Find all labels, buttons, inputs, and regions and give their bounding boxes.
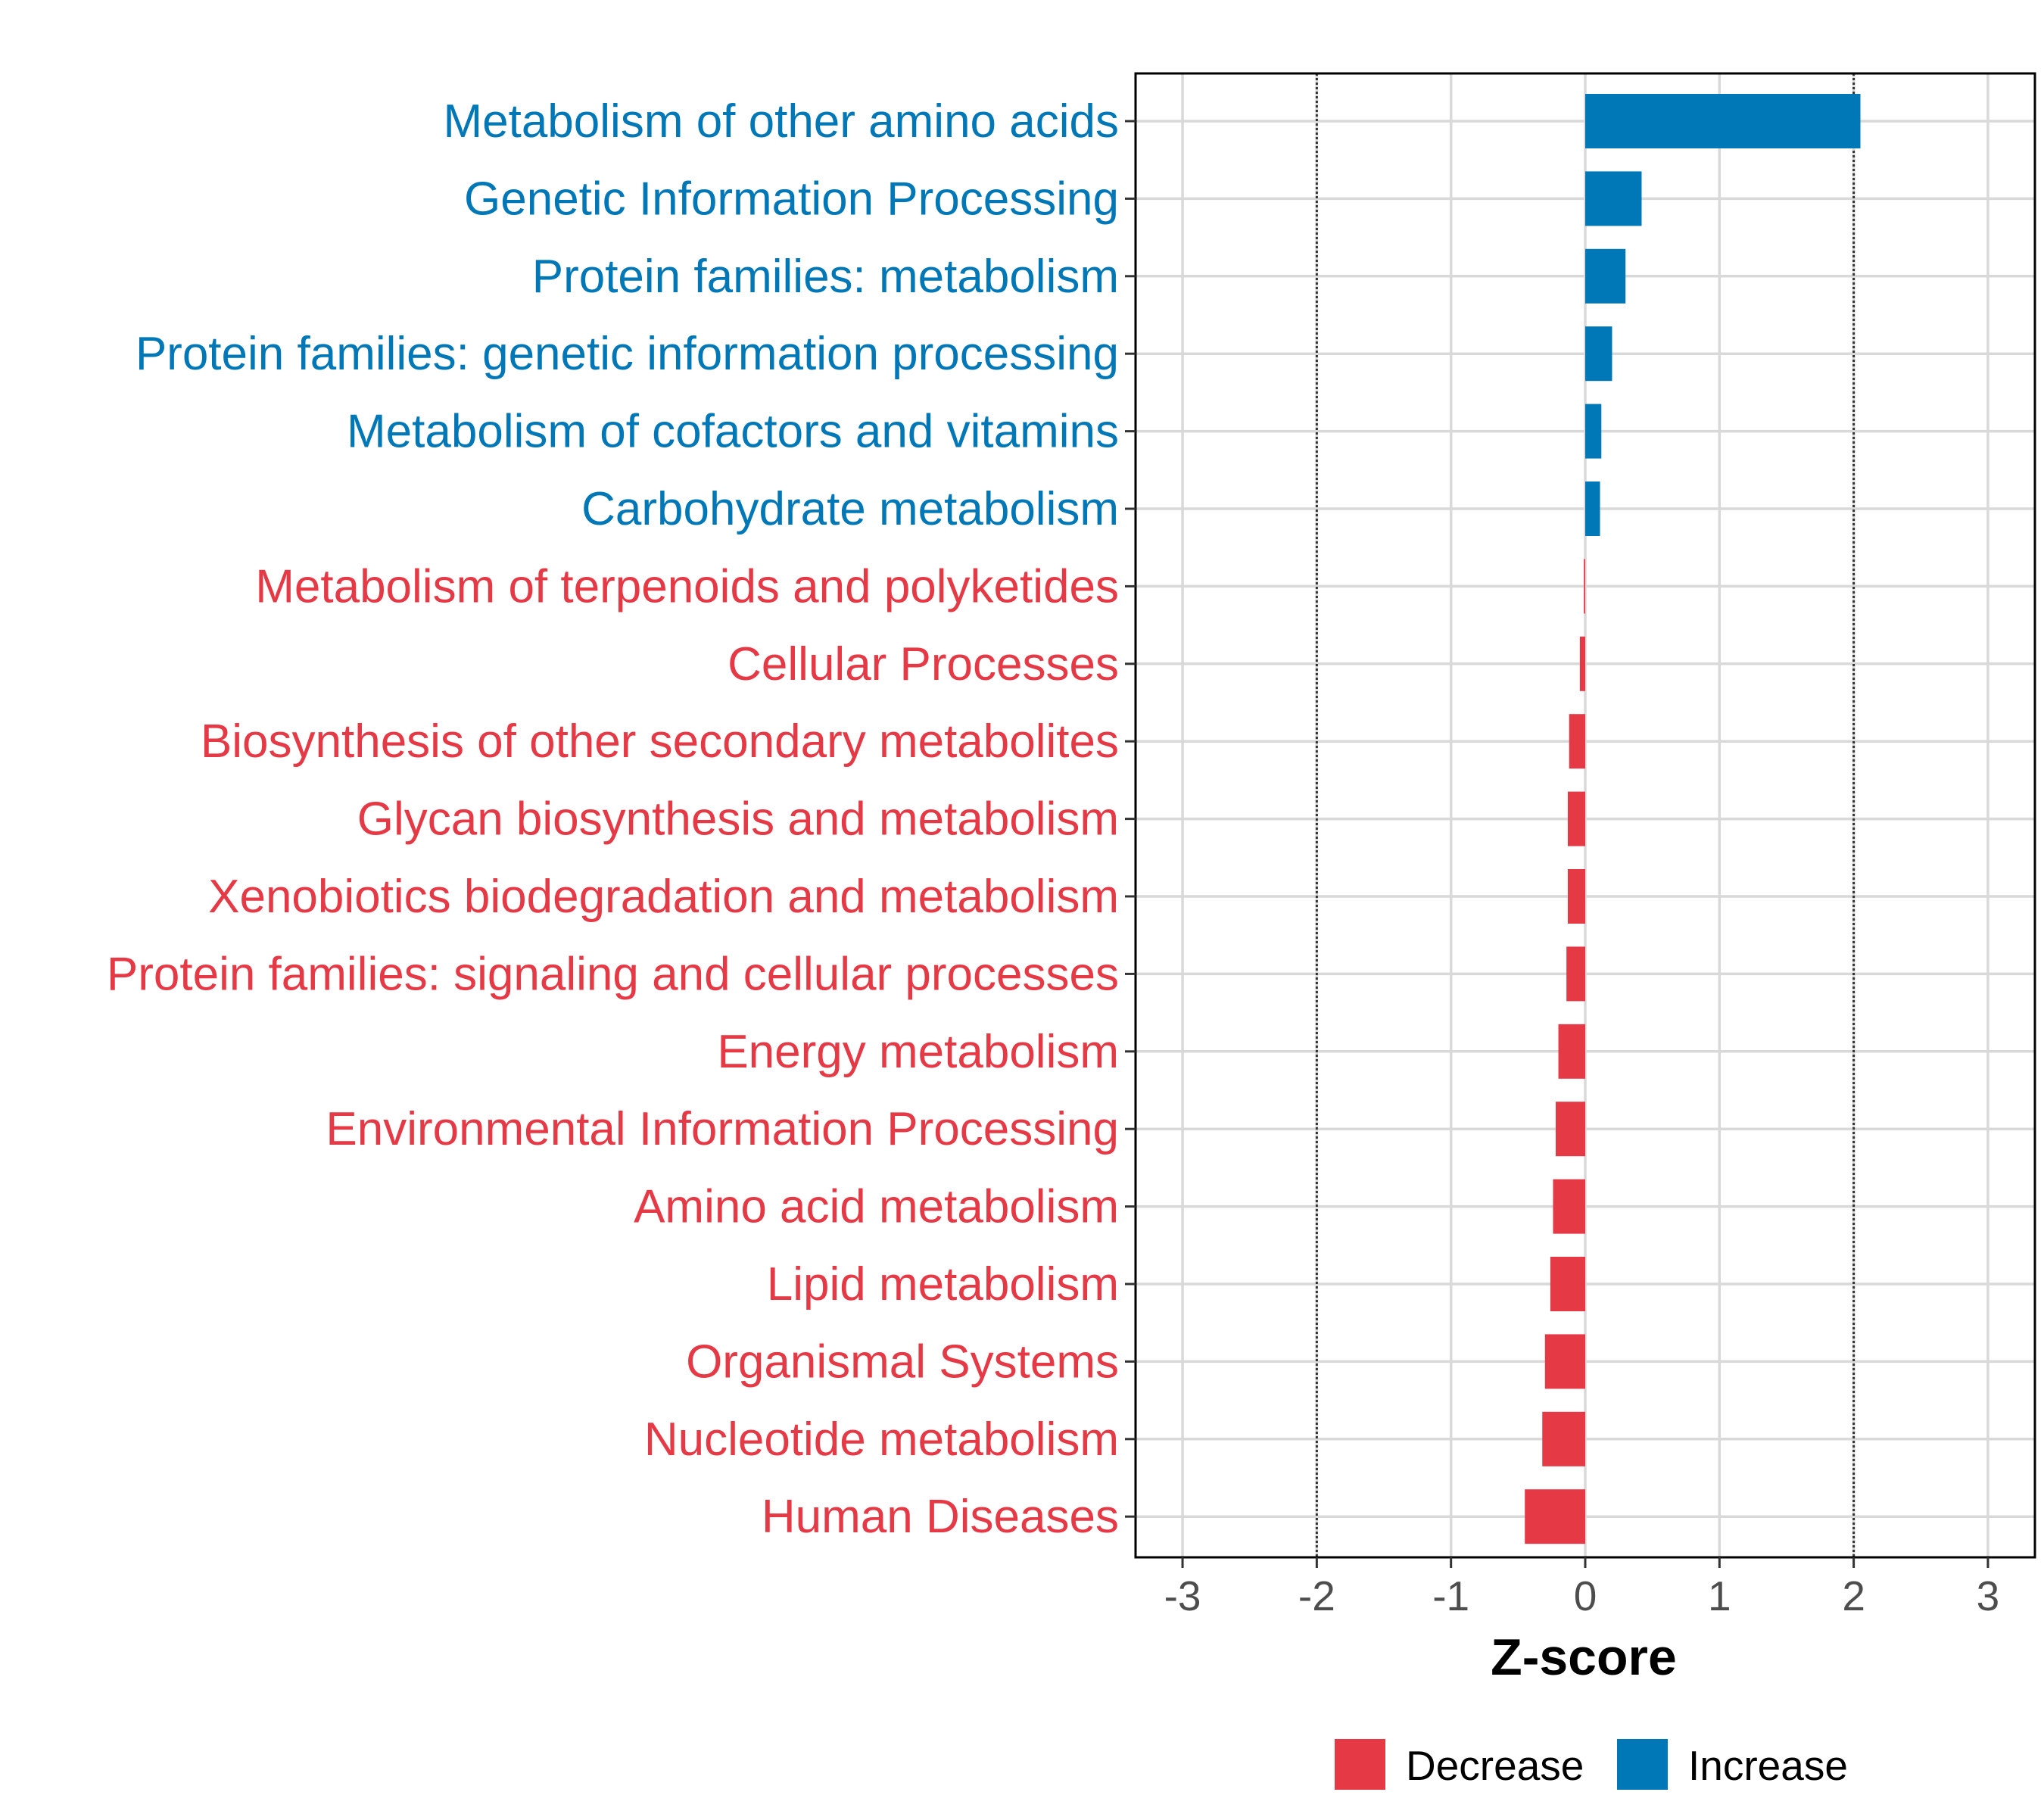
bar-decrease (1566, 946, 1585, 1002)
bar-increase (1585, 94, 1861, 148)
x-axis-ticks (1181, 1557, 1989, 1568)
legend-swatch-increase (1617, 1739, 1668, 1790)
bar-decrease (1558, 1024, 1585, 1079)
x-tick-label: 3 (1977, 1572, 2000, 1619)
y-tick-label: Protein families: genetic information pr… (136, 328, 1119, 380)
legend-swatch-decrease (1335, 1739, 1385, 1790)
y-tick-label: Human Diseases (762, 1491, 1119, 1543)
x-tick-label: 2 (1842, 1572, 1865, 1619)
y-tick-label: Genetic Information Processing (464, 173, 1119, 225)
legend-label-increase: Increase (1688, 1742, 1848, 1789)
bar-decrease (1544, 1334, 1585, 1389)
legend: Decrease Increase (1335, 1739, 1848, 1790)
bar-increase (1585, 171, 1642, 226)
x-tick-label: -1 (1432, 1572, 1469, 1619)
bar-decrease (1579, 636, 1585, 691)
y-tick-label: Amino acid metabolism (634, 1181, 1119, 1233)
x-axis-tick-labels: -3 -2 -1 0 1 2 3 (1164, 1572, 2000, 1619)
y-tick-label: Environmental Information Processing (326, 1103, 1119, 1155)
bar-increase (1585, 326, 1612, 382)
y-tick-label: Protein families: metabolism (532, 251, 1119, 303)
y-tick-label: Nucleotide metabolism (644, 1413, 1119, 1466)
y-tick-label: Glycan biosynthesis and metabolism (357, 793, 1119, 846)
bar-decrease (1542, 1411, 1585, 1466)
bar-increase (1585, 404, 1602, 459)
y-tick-label: Xenobiotics biodegradation and metabolis… (208, 871, 1119, 923)
bar-decrease (1525, 1489, 1585, 1544)
bar-increase (1585, 482, 1600, 536)
y-tick-label: Biosynthesis of other secondary metaboli… (201, 715, 1119, 768)
y-tick-label: Organismal Systems (686, 1335, 1119, 1388)
x-tick-label: -3 (1164, 1572, 1201, 1619)
y-tick-label: Cellular Processes (728, 638, 1119, 690)
y-tick-label: Lipid metabolism (767, 1258, 1119, 1311)
y-tick-label: Energy metabolism (717, 1026, 1119, 1078)
bar-decrease (1555, 1102, 1585, 1157)
y-tick-label: Protein families: signaling and cellular… (107, 948, 1119, 1000)
bar-decrease (1584, 559, 1585, 614)
bar-decrease (1567, 869, 1585, 924)
y-axis-ticks (1125, 120, 1136, 1518)
bar-layer (1525, 94, 1861, 1544)
bar-decrease (1569, 714, 1585, 769)
x-tick-label: 0 (1574, 1572, 1597, 1619)
y-tick-label: Metabolism of terpenoids and polyketides (255, 560, 1119, 612)
bar-decrease (1550, 1257, 1585, 1311)
bar-increase (1585, 248, 1626, 304)
x-tick-label: 1 (1708, 1572, 1731, 1619)
x-tick-label: -2 (1298, 1572, 1335, 1619)
y-tick-label: Metabolism of cofactors and vitamins (347, 406, 1119, 458)
y-tick-label: Carbohydrate metabolism (581, 483, 1119, 535)
x-axis-title: Z-score (1491, 1628, 1677, 1686)
bar-decrease (1553, 1179, 1585, 1234)
legend-label-decrease: Decrease (1406, 1742, 1584, 1789)
y-axis-labels: Metabolism of other amino acids Genetic I… (107, 95, 1119, 1543)
bar-decrease (1567, 791, 1585, 846)
threshold-layer (1315, 73, 1855, 1557)
y-tick-label: Metabolism of other amino acids (443, 95, 1119, 148)
